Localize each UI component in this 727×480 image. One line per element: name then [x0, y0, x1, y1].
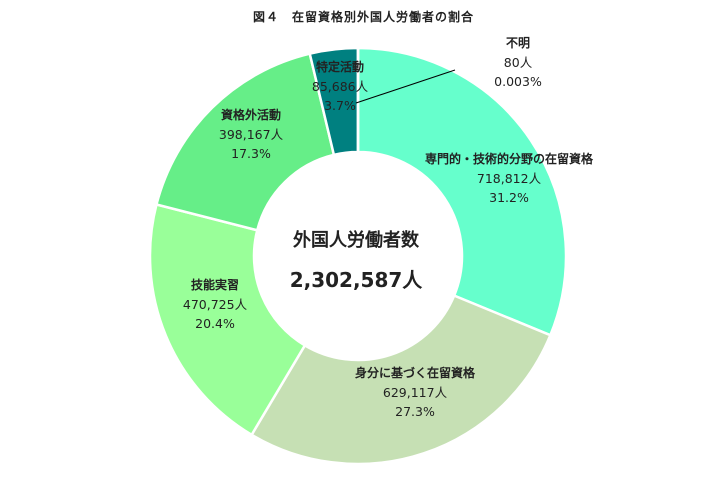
center-total: 2,302,587人 [289, 268, 423, 292]
slice-label-fumei: 不明 80人 0.003% [478, 34, 558, 91]
slice-category: 技能実習 [190, 278, 239, 292]
slice-label-tokutei: 特定活動 85,686人 3.7% [300, 58, 380, 115]
leader-line-fumei [355, 69, 456, 104]
center-title: 外国人労働者数 [293, 230, 419, 251]
slice-label-mibun: 身分に基づく在留資格 629,117人 27.3% [330, 364, 500, 421]
slice-count: 85,686人 [311, 78, 369, 94]
slice-percent: 17.3% [231, 145, 271, 161]
slice-category: 資格外活動 [220, 108, 281, 122]
donut-slice-shikakugai [154, 52, 336, 232]
donut-center-label: 外国人労働者数 2,302,587人 [256, 226, 456, 293]
slice-category: 専門的・技術的分野の在留資格 [424, 152, 593, 166]
slice-label-ginou: 技能実習 470,725人 20.4% [165, 276, 265, 333]
slice-category: 特定活動 [315, 60, 364, 74]
slice-percent: 0.003% [494, 73, 542, 89]
slice-label-shikakugai: 資格外活動 398,167人 17.3% [196, 106, 306, 163]
slice-percent: 3.7% [324, 97, 356, 113]
donut-slice-mibun [249, 293, 552, 466]
slice-label-senmon: 専門的・技術的分野の在留資格 718,812人 31.2% [404, 150, 614, 207]
slice-category: 不明 [505, 36, 530, 50]
slice-percent: 20.4% [195, 315, 235, 331]
slice-count: 629,117人 [382, 384, 448, 400]
slice-percent: 31.2% [489, 189, 529, 205]
donut-slice-ginou [148, 202, 307, 437]
chart-title: 図４ 在留資格別外国人労働者の割合 [252, 10, 474, 24]
slice-percent: 27.3% [395, 403, 435, 419]
slice-category: 身分に基づく在留資格 [354, 366, 475, 380]
slice-count: 398,167人 [218, 126, 284, 142]
slice-count: 80人 [503, 54, 533, 70]
slice-count: 470,725人 [182, 296, 248, 312]
slice-count: 718,812人 [476, 170, 542, 186]
donut-slice-senmon [356, 46, 568, 337]
